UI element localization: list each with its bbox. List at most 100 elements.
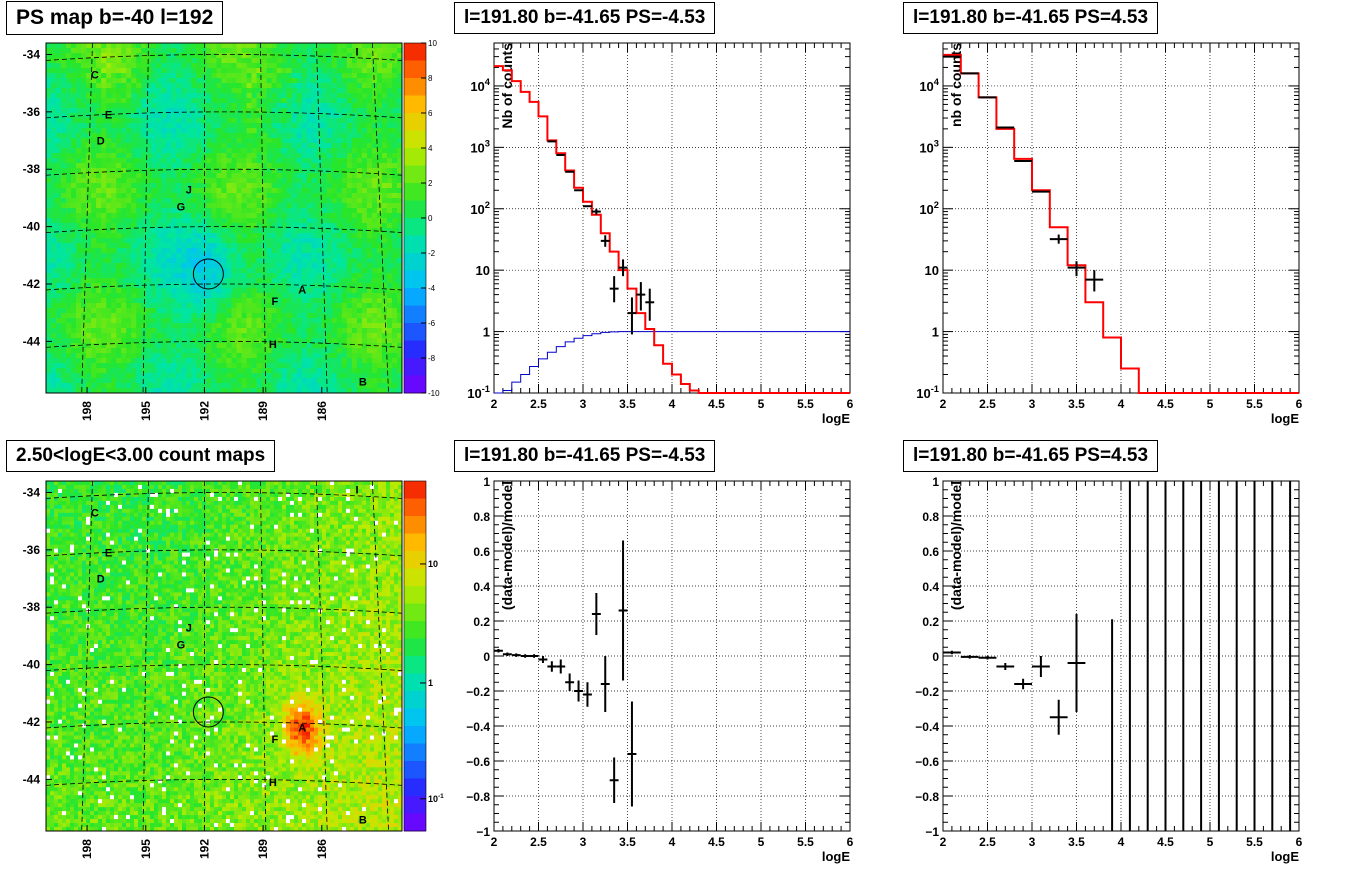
heat-cell <box>186 103 192 109</box>
heat-cell <box>101 48 107 54</box>
heat-cell <box>316 273 323 279</box>
heat-cell <box>261 328 267 334</box>
heat-cell <box>131 338 137 344</box>
heat-cell <box>221 278 227 284</box>
heat-cell <box>326 48 333 54</box>
heat-cell <box>306 98 313 104</box>
heat-cell <box>251 63 257 69</box>
heat-cell <box>371 213 378 219</box>
heat-cell <box>331 273 338 279</box>
heat-cell <box>231 158 237 164</box>
heat-cell <box>346 298 353 304</box>
heat-cell <box>386 288 393 294</box>
heat-cell <box>86 373 92 379</box>
heat-cell <box>356 93 363 99</box>
heat-cell <box>241 133 247 139</box>
heat-cell <box>366 183 373 189</box>
heat-cell <box>391 93 398 99</box>
heat-cell <box>146 293 152 299</box>
heat-cell <box>386 123 393 129</box>
heat-cell <box>136 378 142 384</box>
heat-cell <box>321 268 328 274</box>
heat-cell <box>266 158 272 164</box>
heat-cell <box>386 293 393 299</box>
heat-cell <box>361 153 368 159</box>
heat-cell <box>386 268 393 274</box>
heat-cell <box>366 83 373 89</box>
heat-cell <box>231 78 237 84</box>
heat-cell <box>121 383 127 389</box>
heat-cell <box>246 323 252 329</box>
heat-cell <box>381 178 388 184</box>
heat-cell <box>296 248 303 254</box>
heat-cell <box>366 318 373 324</box>
heat-cell <box>351 288 358 294</box>
heat-cell <box>226 328 232 334</box>
heat-cell <box>241 208 247 214</box>
heat-cell <box>261 68 267 74</box>
heat-cell <box>276 378 283 384</box>
heat-cell <box>266 68 272 74</box>
heat-cell <box>116 328 122 334</box>
heat-cell <box>331 213 338 219</box>
heat-cell <box>251 333 257 339</box>
heat-cell <box>181 93 187 99</box>
heat-cell <box>371 73 378 79</box>
heat-cell <box>111 158 117 164</box>
heat-cell <box>101 343 107 349</box>
heat-cell <box>131 113 137 119</box>
heat-cell <box>331 253 338 259</box>
heat-cell <box>191 308 197 314</box>
heat-cell <box>141 228 147 234</box>
heat-cell <box>76 78 82 84</box>
heat-cell <box>106 173 112 179</box>
heat-cell <box>111 103 117 109</box>
heat-cell <box>341 163 348 169</box>
heat-cell <box>216 83 222 89</box>
heat-cell <box>271 353 277 359</box>
heat-cell <box>266 148 272 154</box>
heat-cell <box>251 138 257 144</box>
heat-cell <box>81 123 87 129</box>
heat-cell <box>151 153 157 159</box>
heat-cell <box>46 228 52 234</box>
heat-cell <box>171 263 177 269</box>
heat-cell <box>91 208 97 214</box>
heat-cell <box>321 43 328 49</box>
heat-cell <box>291 148 298 154</box>
heat-cell <box>251 173 257 179</box>
heat-cell <box>321 133 328 139</box>
heat-cell <box>141 273 147 279</box>
heat-cell <box>46 93 52 99</box>
heat-cell <box>236 93 242 99</box>
heat-cell <box>301 273 308 279</box>
heat-cell <box>396 358 403 364</box>
heat-cell <box>236 53 242 59</box>
heat-cell <box>281 358 288 364</box>
heat-cell <box>386 213 393 219</box>
heat-cell <box>291 323 298 329</box>
heat-cell <box>176 193 182 199</box>
heat-cell <box>146 263 152 269</box>
heat-cell <box>311 278 318 284</box>
heat-cell <box>291 183 298 189</box>
heat-cell <box>86 123 92 129</box>
heat-cell <box>281 68 288 74</box>
heat-cell <box>151 313 157 319</box>
heat-cell <box>246 143 252 149</box>
heat-cell <box>346 283 353 289</box>
heat-cell <box>356 303 363 309</box>
heat-cell <box>271 48 277 54</box>
heat-cell <box>241 88 247 94</box>
heat-cell <box>216 68 222 74</box>
source-label: E <box>105 110 112 122</box>
heat-cell <box>91 148 97 154</box>
heat-cell <box>126 108 132 114</box>
heat-cell <box>96 78 102 84</box>
heat-cell <box>166 78 172 84</box>
heat-cell <box>296 98 303 104</box>
heat-cell <box>376 93 383 99</box>
heat-cell <box>391 103 398 109</box>
heat-cell <box>371 118 378 124</box>
heat-cell <box>351 83 358 89</box>
